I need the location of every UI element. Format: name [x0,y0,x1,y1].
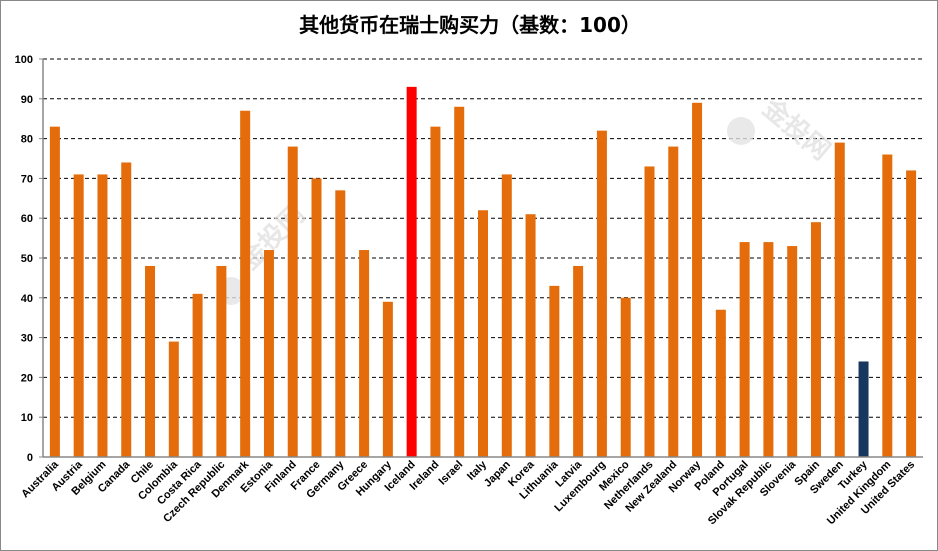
bar-israel [454,106,465,457]
y-tick-label: 30 [21,333,33,345]
watermark: 金投网 [756,92,836,167]
bar-japan [501,174,512,458]
y-tick-label: 80 [21,134,33,146]
x-tick-label: Israel [437,459,466,488]
bar-france [311,178,322,457]
bar-costa-rica [192,293,203,457]
y-tick-label: 10 [21,412,33,424]
bar-sweden [834,142,845,457]
bar-greece [359,250,370,457]
bar-spain [810,222,821,457]
y-tick-label: 20 [21,372,33,384]
y-tick-label: 100 [15,54,33,66]
bar-colombia [168,341,179,457]
bar-czech-republic [216,265,227,457]
bar-united-kingdom [882,154,893,457]
bar-hungary [382,301,393,457]
y-tick-label: 0 [27,452,33,464]
bar-slovak-republic [763,242,774,457]
bar-finland [287,146,298,457]
bar-portugal [739,242,750,457]
x-tick-label: Japan [482,458,513,489]
watermark-logo-icon [727,117,755,145]
bar-italy [478,210,488,457]
bar-canada [121,162,132,458]
bar-ireland [430,126,441,457]
chart-title: 其他货币在瑞士购买力（基数：100） [299,13,641,37]
bar-belgium [97,174,108,458]
bar-germany [335,190,346,457]
y-tick-label: 70 [21,173,33,185]
bar-iceland [406,86,417,458]
bar-denmark [240,110,251,458]
y-tick-label: 60 [21,213,33,225]
bar-mexico [620,297,631,457]
bar-latvia [573,265,584,457]
bar-united-states [906,170,917,457]
bar-netherlands [644,166,655,457]
y-tick-label: 40 [21,293,33,305]
y-tick-label: 90 [21,94,33,106]
bar-new-zealand [668,146,679,457]
bar-luxembourg [596,130,607,457]
bar-austria [73,174,84,458]
bar-poland [715,309,726,457]
bar-chile [145,265,156,457]
y-tick-label: 50 [21,253,33,265]
bar-australia [49,126,60,457]
bar-korea [525,214,536,457]
bar-slovenia [787,246,798,457]
bar-norway [692,102,703,457]
bar-turkey [858,361,869,457]
bar-lithuania [549,285,560,457]
bar-estonia [263,250,274,457]
